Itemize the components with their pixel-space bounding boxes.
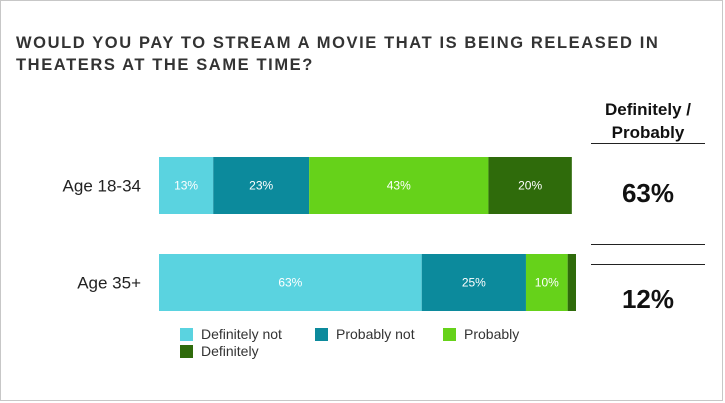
data-label-probably-age-35: 10% <box>535 276 559 290</box>
bar-probably-age-18-34 <box>309 157 489 214</box>
legend-swatch-probably <box>443 327 456 341</box>
bar-probably-age-35 <box>525 254 568 311</box>
bar-definitely-age-35 <box>567 254 576 311</box>
bar-definitely-not-age-35 <box>159 254 422 311</box>
legend-swatch-definitely <box>180 344 193 358</box>
legend-label-definitely-not: Definitely not <box>201 326 282 342</box>
bar-definitely-not-age-18-34 <box>159 157 214 214</box>
summary-rule-lower <box>591 264 705 265</box>
summary-rule-middle <box>591 244 705 245</box>
data-label-probably-age-18-34: 43% <box>387 179 411 193</box>
bar-definitely-age-18-34 <box>488 157 572 214</box>
data-label-probably-not-age-35: 25% <box>462 276 486 290</box>
legend-item-probably-not: Probably not <box>315 326 415 342</box>
category-label-age-35: Age 35+ <box>77 274 141 293</box>
legend-item-definitely-not: Definitely not <box>180 326 282 342</box>
data-label-definitely-not-age-35: 63% <box>278 276 302 290</box>
legend-label-probably-not: Probably not <box>336 326 415 342</box>
chart-title: WOULD YOU PAY TO STREAM A MOVIE THAT IS … <box>16 34 660 74</box>
bar-probably-not-age-35 <box>421 254 526 311</box>
legend-label-definitely: Definitely <box>201 343 259 359</box>
legend-swatch-probably-not <box>315 327 328 341</box>
legend-item-definitely: Definitely <box>180 343 259 359</box>
bar-probably-not-age-18-34 <box>213 157 310 214</box>
legend-item-probably: Probably <box>443 326 519 342</box>
legend-label-probably: Probably <box>464 326 520 342</box>
legend-swatch-definitely-not <box>180 327 193 341</box>
data-label-probably-not-age-18-34: 23% <box>249 179 273 193</box>
data-label-definitely-age-18-34: 20% <box>518 179 542 193</box>
data-label-definitely-not-age-18-34: 13% <box>174 179 198 193</box>
summary-header: Definitely / Probably <box>605 100 691 142</box>
summary-value-35-plus: 12% <box>621 284 675 314</box>
summary-rule-top <box>591 143 705 144</box>
category-label-age-18-34: Age 18-34 <box>63 177 141 196</box>
summary-value-18-34: 63% <box>621 178 675 208</box>
